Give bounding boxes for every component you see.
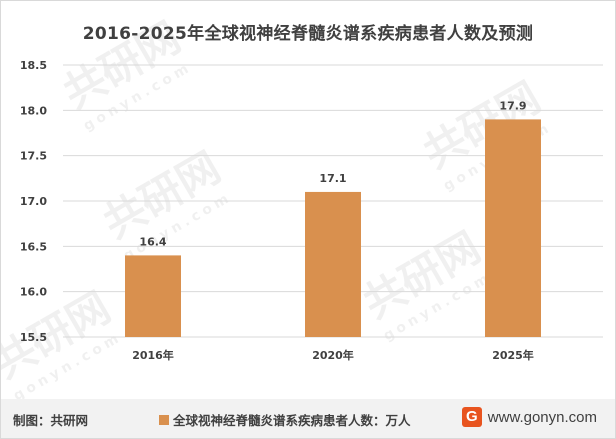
data-label: 16.4 bbox=[139, 235, 166, 248]
data-label: 17.9 bbox=[499, 99, 526, 112]
x-tick-label: 2025年 bbox=[492, 348, 534, 362]
data-label: 17.1 bbox=[319, 172, 346, 185]
y-tick-label: 16.0 bbox=[20, 286, 47, 299]
y-tick-label: 18.0 bbox=[20, 104, 47, 117]
y-tick-label: 18.5 bbox=[20, 59, 47, 72]
legend-swatch bbox=[159, 414, 169, 425]
y-tick-label: 17.0 bbox=[20, 195, 47, 208]
y-tick-label: 17.5 bbox=[20, 150, 47, 163]
gonyn-logo-icon: G bbox=[461, 407, 482, 427]
website-url[interactable]: www.gonyn.com bbox=[487, 408, 597, 426]
source-credit: 制图：共研网 bbox=[13, 413, 89, 428]
bar bbox=[125, 255, 181, 337]
legend-label: 全球视神经脊髓炎谱系疾病患者人数：万人 bbox=[173, 413, 411, 428]
website-credit[interactable]: G www.gonyn.com bbox=[461, 407, 597, 427]
plot-area: 16.4 17.1 17.9 15.5 16.0 16.5 17.0 17.5 18.0 18.… bbox=[20, 59, 603, 362]
legend: 全球视神经脊髓炎谱系疾病患者人数：万人 bbox=[159, 410, 411, 429]
x-tick-label: 2020年 bbox=[312, 348, 354, 362]
y-tick-label: 16.5 bbox=[20, 240, 47, 253]
bar bbox=[485, 119, 541, 338]
bar bbox=[305, 191, 361, 337]
x-tick-label: 2016年 bbox=[132, 348, 174, 362]
y-tick-label: 15.5 bbox=[20, 331, 47, 344]
chart-title: 2016-2025年全球视神经脊髓炎谱系疾病患者人数及预测 bbox=[82, 24, 534, 44]
footer: 制图：共研网 全球视神经脊髓炎谱系疾病患者人数：万人 G www.gonyn.c… bbox=[1, 399, 615, 438]
